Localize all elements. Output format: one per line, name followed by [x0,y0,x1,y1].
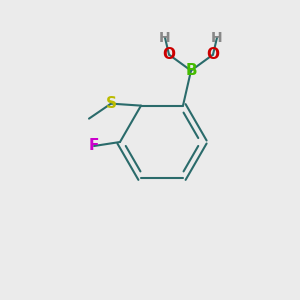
Text: S: S [106,96,116,111]
Text: B: B [185,63,197,78]
Text: O: O [163,47,176,62]
Text: H: H [211,31,223,45]
Text: F: F [89,139,99,154]
Text: O: O [206,47,220,62]
Text: H: H [159,31,171,45]
